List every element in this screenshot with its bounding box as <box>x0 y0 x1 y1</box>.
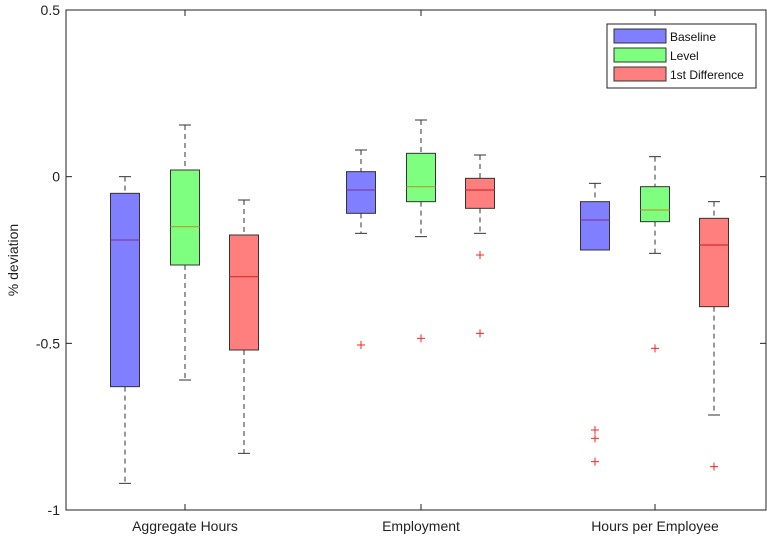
y-axis-label: % deviation <box>5 224 21 296</box>
box-baseline <box>580 182 610 466</box>
legend-label: Level <box>670 49 699 63</box>
x-category-label: Hours per Employee <box>591 518 719 534</box>
box-body <box>406 152 436 203</box>
boxes-layer <box>110 119 729 484</box>
box-1st-difference <box>465 154 495 338</box>
box-body <box>465 177 495 209</box>
legend-label: Baseline <box>670 30 716 44</box>
box-level <box>406 119 436 343</box>
box-baseline <box>346 149 376 349</box>
box-body <box>699 217 729 308</box>
box-body <box>229 234 259 351</box>
legend-swatch <box>613 47 667 63</box>
x-axis-categories: Aggregate Hours Employment Hours per Emplo… <box>132 10 719 534</box>
x-category-label: Employment <box>382 518 460 534</box>
box-1st-difference <box>229 199 259 454</box>
box-1st-difference <box>699 201 729 471</box>
box-body <box>170 169 200 266</box>
box-level <box>170 124 200 381</box>
legend-label: 1st Difference <box>670 68 744 82</box>
y-tick-label: 0 <box>52 169 60 185</box>
y-tick-label: -1 <box>48 502 61 518</box>
legend-swatch <box>613 66 667 82</box>
box-level <box>640 156 670 353</box>
box-body <box>346 171 376 214</box>
x-category-label: Aggregate Hours <box>132 518 238 534</box>
y-tick-label: -0.5 <box>36 335 60 351</box>
y-axis-ticks: 0.5 0 -0.5 -1 <box>36 2 766 518</box>
legend: Baseline Level 1st Difference <box>606 23 757 89</box>
box-body <box>110 192 140 388</box>
y-tick-label: 0.5 <box>41 2 61 18</box>
legend-swatch <box>613 28 667 44</box>
box-body <box>640 186 670 223</box>
box-body <box>580 201 610 251</box>
box-baseline <box>110 176 140 484</box>
